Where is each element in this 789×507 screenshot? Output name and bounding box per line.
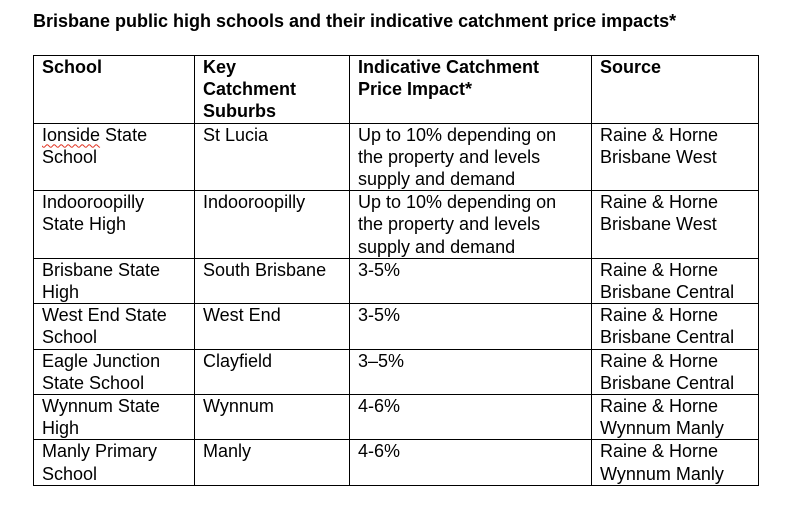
misspelled-word: Ionside bbox=[42, 124, 101, 145]
cell-suburbs: Wynnum bbox=[194, 394, 350, 441]
cell-suburbs: South Brisbane bbox=[194, 257, 350, 305]
cell-suburbs: West End bbox=[194, 303, 350, 350]
cell-price-impact: 4-6% bbox=[349, 394, 592, 441]
cell-price-impact: 3-5% bbox=[349, 257, 592, 305]
catchment-price-table: School Key Catchment Suburbs Indicative … bbox=[33, 55, 759, 486]
cell-price-impact: 3-5% bbox=[349, 303, 592, 350]
header-key-catchment-suburbs: Key Catchment Suburbs bbox=[194, 55, 350, 124]
cell-source: Raine & Horne Brisbane West bbox=[591, 122, 759, 192]
cell-suburbs: Clayfield bbox=[194, 348, 350, 396]
header-source: Source bbox=[591, 55, 759, 124]
cell-school: Ionside State School bbox=[33, 122, 195, 192]
cell-school: Indooroopilly State High bbox=[33, 190, 195, 259]
cell-price-impact: 4-6% bbox=[349, 439, 592, 486]
cell-source: Raine & Horne Wynnum Manly bbox=[591, 439, 759, 486]
table-row: Eagle Junction State School Clayfield 3–… bbox=[33, 348, 759, 396]
table-row: Indooroopilly State High Indooroopilly U… bbox=[33, 190, 759, 259]
table-header-row: School Key Catchment Suburbs Indicative … bbox=[33, 55, 759, 124]
cell-school: Manly Primary School bbox=[33, 439, 195, 486]
table-row: Ionside State School St Lucia Up to 10% … bbox=[33, 122, 759, 192]
cell-suburbs: Indooroopilly bbox=[194, 190, 350, 259]
table-row: Wynnum State High Wynnum 4-6% Raine & Ho… bbox=[33, 394, 759, 441]
cell-source: Raine & Horne Brisbane Central bbox=[591, 303, 759, 350]
table-row: Brisbane State High South Brisbane 3-5% … bbox=[33, 257, 759, 305]
table-row: Manly Primary School Manly 4-6% Raine & … bbox=[33, 439, 759, 486]
cell-school: Brisbane State High bbox=[33, 257, 195, 305]
document-title: Brisbane public high schools and their i… bbox=[33, 11, 677, 31]
header-price-impact: Indicative Catchment Price Impact* bbox=[349, 55, 592, 124]
cell-price-impact: Up to 10% depending on the property and … bbox=[349, 122, 592, 192]
cell-price-impact: 3–5% bbox=[349, 348, 592, 396]
cell-source: Raine & Horne Brisbane Central bbox=[591, 257, 759, 305]
cell-school: West End State School bbox=[33, 303, 195, 350]
cell-suburbs: Manly bbox=[194, 439, 350, 486]
cell-school: Eagle Junction State School bbox=[33, 348, 195, 396]
cell-school: Wynnum State High bbox=[33, 394, 195, 441]
cell-source: Raine & Horne Brisbane West bbox=[591, 190, 759, 259]
cell-price-impact: Up to 10% depending on the property and … bbox=[349, 190, 592, 259]
cell-source: Raine & Horne Wynnum Manly bbox=[591, 394, 759, 441]
cell-source: Raine & Horne Brisbane Central bbox=[591, 348, 759, 396]
header-school: School bbox=[33, 55, 195, 124]
cell-suburbs: St Lucia bbox=[194, 122, 350, 192]
table-row: West End State School West End 3-5% Rain… bbox=[33, 303, 759, 350]
